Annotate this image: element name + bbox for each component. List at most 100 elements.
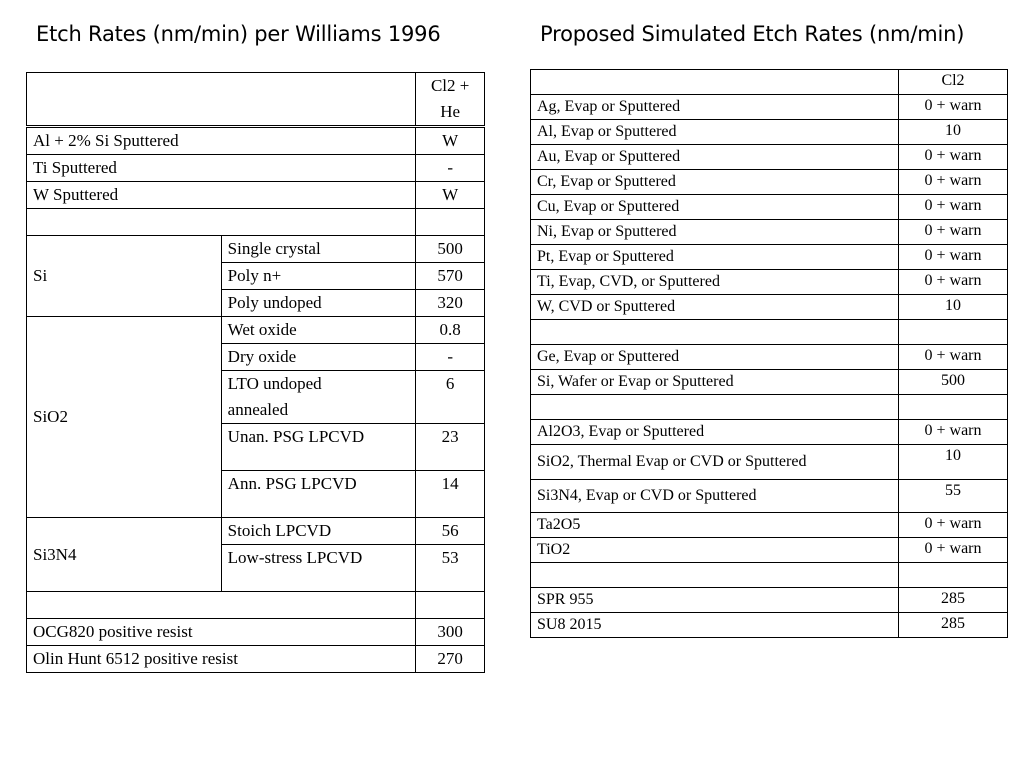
table-row: Olin Hunt 6512 positive resist 270	[25, 645, 485, 673]
row-label: TiO2	[530, 537, 899, 563]
header-cl2: Cl2	[898, 69, 1008, 95]
table-row: Dry oxide -	[27, 343, 485, 371]
row-label	[530, 394, 899, 420]
row-value	[898, 319, 1008, 345]
row-label: SU8 2015	[530, 612, 899, 638]
row-label: LTO undoped annealed	[220, 370, 417, 424]
row-value: 10	[898, 119, 1008, 145]
row-label: Single crystal	[220, 235, 417, 263]
table-row: Low-stress LPCVD 53	[27, 544, 485, 592]
row-label: Ag, Evap or Sputtered	[530, 94, 899, 120]
row-value: W	[415, 126, 485, 155]
table-row: SiO2, Thermal Evap or CVD or Sputtered 10	[530, 444, 1008, 480]
table-row: Si, Wafer or Evap or Sputtered 500	[530, 369, 1008, 395]
group-label-sio2: SiO2	[26, 316, 222, 518]
row-value: 0 + warn	[898, 194, 1008, 220]
row-label: Al, Evap or Sputtered	[530, 119, 899, 145]
table-row: Ti, Evap, CVD, or Sputtered 0 + warn	[530, 269, 1008, 295]
row-label: Al2O3, Evap or Sputtered	[530, 419, 899, 445]
table-row: Al2O3, Evap or Sputtered 0 + warn	[530, 419, 1008, 445]
row-label: Si3N4, Evap or CVD or Sputtered	[530, 479, 899, 513]
table-row: W, CVD or Sputtered 10	[530, 294, 1008, 320]
row-value: 300	[415, 618, 485, 646]
row-value: 6	[415, 370, 485, 424]
row-label: Unan. PSG LPCVD	[220, 423, 417, 471]
spacer-row	[530, 394, 1008, 420]
row-value: 270	[415, 645, 485, 673]
row-value: 55	[898, 479, 1008, 513]
row-value: 10	[898, 444, 1008, 480]
row-value: 0.8	[415, 316, 485, 344]
row-value: 570	[415, 262, 485, 290]
table-row: Ann. PSG LPCVD 14	[27, 470, 485, 518]
row-label: SiO2, Thermal Evap or CVD or Sputtered	[530, 444, 899, 480]
row-label	[530, 562, 899, 588]
row-value: 0 + warn	[898, 537, 1008, 563]
header-blank-cell	[25, 72, 417, 128]
table-row: Al + 2% Si Sputtered W	[25, 126, 485, 155]
simulated-etch-rate-table: Cl2 Ag, Evap or Sputtered 0 + warn Al, Eva…	[530, 69, 1008, 638]
spacer-cell	[415, 208, 485, 236]
table-row: W Sputtered W	[25, 181, 485, 209]
row-label: Ti Sputtered	[25, 154, 417, 182]
spacer-row	[25, 591, 485, 619]
row-value: 56	[415, 517, 485, 545]
row-label: W Sputtered	[25, 181, 417, 209]
table-row: Al, Evap or Sputtered 10	[530, 119, 1008, 145]
table-row: Cu, Evap or Sputtered 0 + warn	[530, 194, 1008, 220]
table-row: Si Single crystal 500	[26, 235, 485, 317]
table-row: SU8 2015 285	[530, 612, 1008, 638]
row-label: Ge, Evap or Sputtered	[530, 344, 899, 370]
row-value: -	[415, 343, 485, 371]
table-row: Si3N4, Evap or CVD or Sputtered 55	[530, 479, 1008, 513]
row-label: Wet oxide	[220, 316, 417, 344]
row-value: 0 + warn	[898, 144, 1008, 170]
table-row: Ta2O5 0 + warn	[530, 512, 1008, 538]
row-label: SPR 955	[530, 587, 899, 613]
row-value: 0 + warn	[898, 512, 1008, 538]
row-value: 23	[415, 423, 485, 471]
header-cl2-he: Cl2 + He	[415, 72, 485, 128]
row-label: Olin Hunt 6512 positive resist	[25, 645, 417, 673]
table-row: Si3N4 Stoich LPCVD 56	[26, 517, 485, 592]
row-label: Ni, Evap or Sputtered	[530, 219, 899, 245]
table-row: Poly n+ 570	[27, 262, 485, 290]
row-label	[530, 319, 899, 345]
table-row: SPR 955 285	[530, 587, 1008, 613]
row-value: 285	[898, 612, 1008, 638]
row-label: Poly undoped	[220, 289, 417, 317]
table-row: LTO undoped annealed 6	[27, 370, 485, 424]
row-value: 320	[415, 289, 485, 317]
row-label: Pt, Evap or Sputtered	[530, 244, 899, 270]
table-row: SiO2 Wet oxide 0.8	[26, 316, 485, 518]
row-value: 0 + warn	[898, 244, 1008, 270]
spacer-row	[530, 562, 1008, 588]
row-label: Al + 2% Si Sputtered	[25, 126, 417, 155]
table-row: Pt, Evap or Sputtered 0 + warn	[530, 244, 1008, 270]
spacer-row	[25, 208, 485, 236]
table-row: TiO2 0 + warn	[530, 537, 1008, 563]
header-blank-cell	[530, 69, 899, 95]
row-value: 0 + warn	[898, 169, 1008, 195]
williams-etch-rate-table: Cl2 + He Al + 2% Si Sputtered W Ti Sputt…	[25, 72, 485, 673]
row-label: Si, Wafer or Evap or Sputtered	[530, 369, 899, 395]
row-label: Cu, Evap or Sputtered	[530, 194, 899, 220]
left-table-title: Etch Rates (nm/min) per Williams 1996	[36, 22, 441, 46]
table-row: Ni, Evap or Sputtered 0 + warn	[530, 219, 1008, 245]
row-value: 14	[415, 470, 485, 518]
table-row: Ag, Evap or Sputtered 0 + warn	[530, 94, 1008, 120]
spacer-cell	[25, 208, 417, 236]
row-value: 53	[415, 544, 485, 592]
row-value: 0 + warn	[898, 94, 1008, 120]
row-label: Ann. PSG LPCVD	[220, 470, 417, 518]
row-label: Ta2O5	[530, 512, 899, 538]
row-label: Poly n+	[220, 262, 417, 290]
spacer-cell	[415, 591, 485, 619]
row-value: 10	[898, 294, 1008, 320]
right-table-title: Proposed Simulated Etch Rates (nm/min)	[540, 22, 965, 46]
group-label-si3n4: Si3N4	[26, 517, 222, 592]
row-value: 0 + warn	[898, 344, 1008, 370]
row-value: 0 + warn	[898, 269, 1008, 295]
table-row: Cr, Evap or Sputtered 0 + warn	[530, 169, 1008, 195]
row-label: OCG820 positive resist	[25, 618, 417, 646]
